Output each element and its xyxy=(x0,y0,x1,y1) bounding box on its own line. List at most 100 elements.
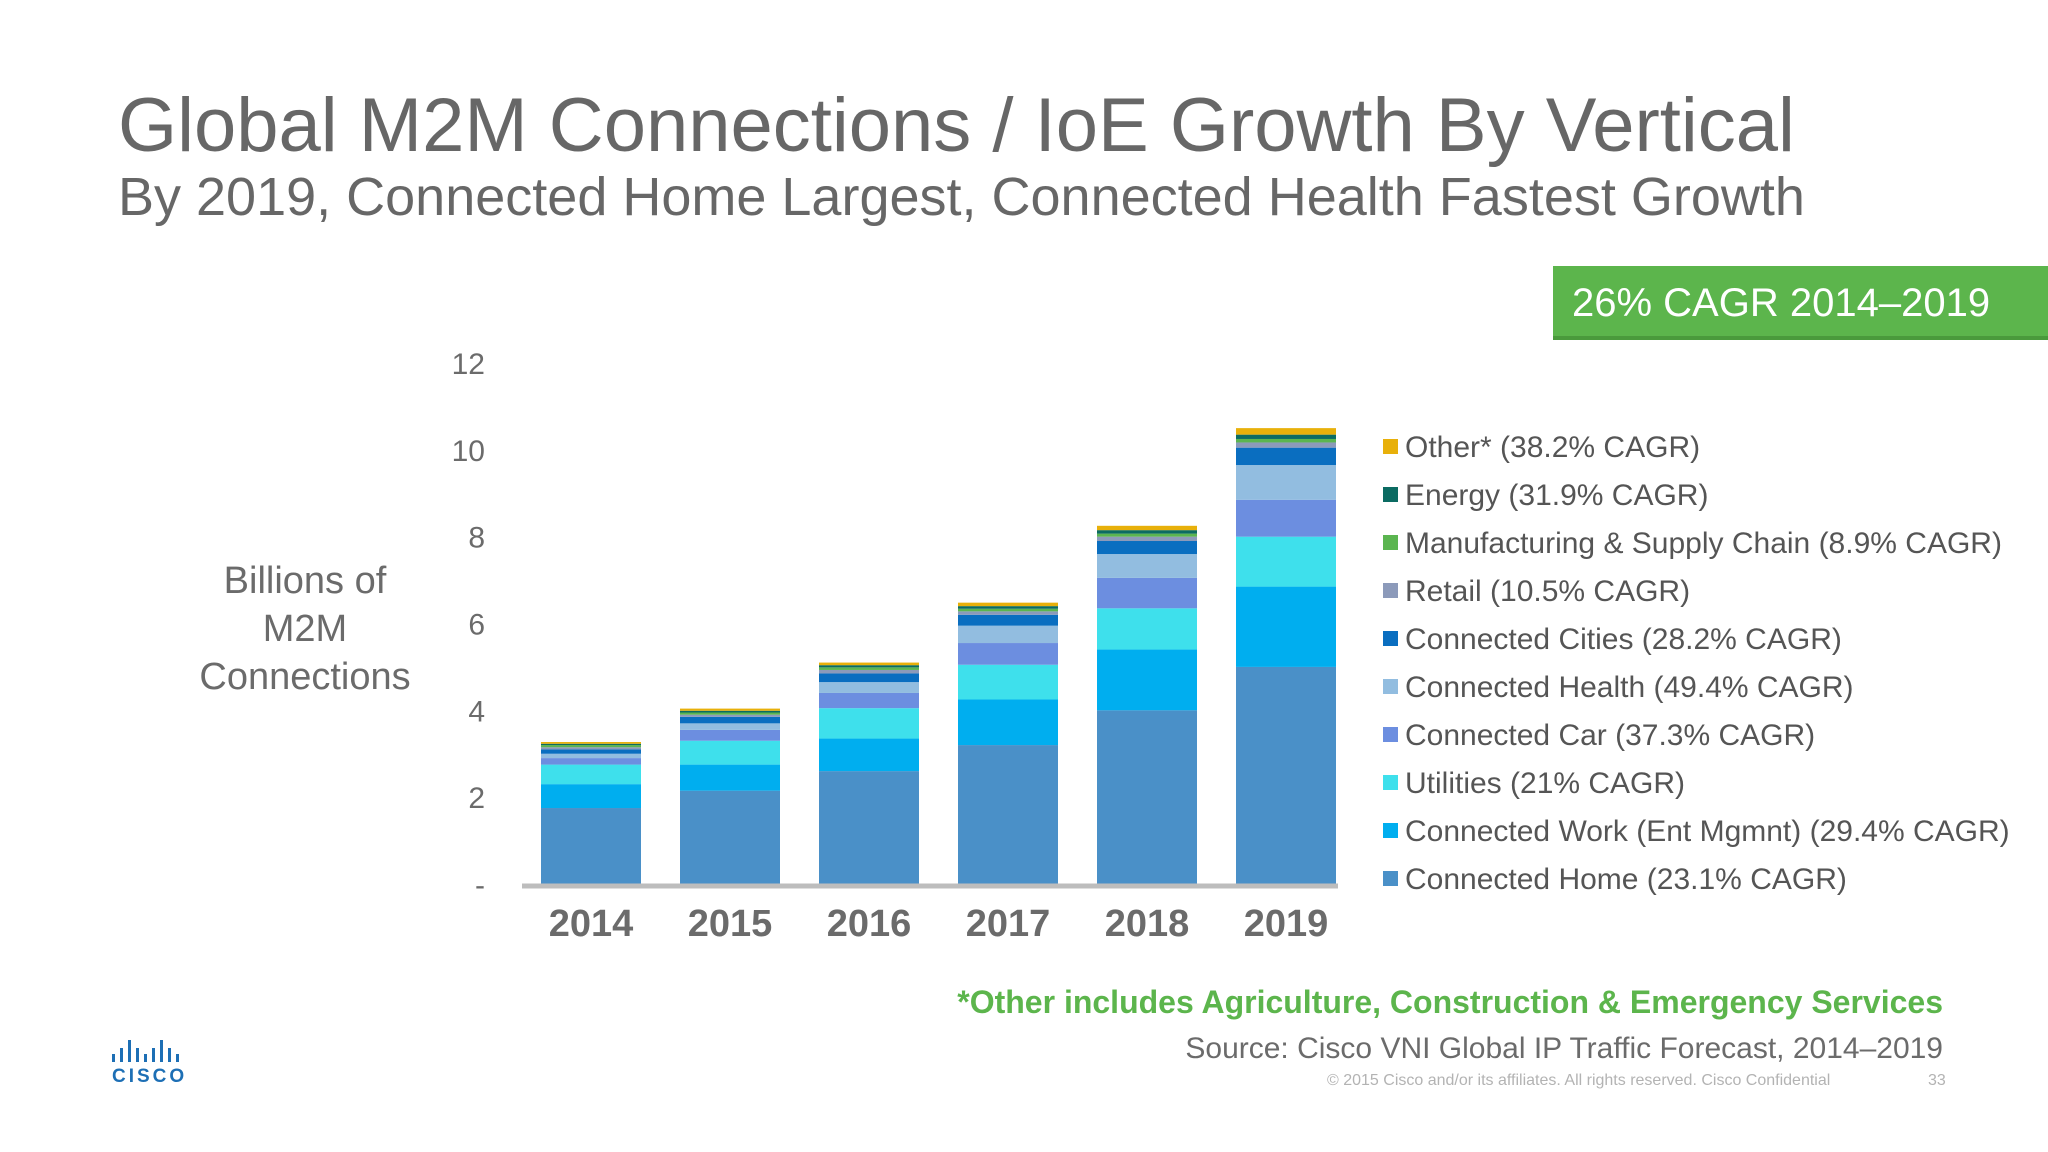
legend-swatch xyxy=(1383,439,1398,454)
bar-segment xyxy=(819,667,919,670)
bar-segment xyxy=(541,743,641,746)
y-axis-label: Connections xyxy=(199,656,410,698)
bar-segment xyxy=(819,665,919,668)
y-axis-label: M2M xyxy=(263,608,347,650)
bar-segment xyxy=(541,784,641,809)
bar-segment xyxy=(541,742,641,744)
bar-segment xyxy=(680,714,780,717)
bar-segment xyxy=(1097,554,1197,578)
bar-segment xyxy=(1097,536,1197,542)
bar-segment xyxy=(1236,447,1336,466)
bar-segment xyxy=(1236,434,1336,439)
bar-segment xyxy=(541,749,641,754)
bar-segment xyxy=(541,758,641,765)
y-tick-label: - xyxy=(475,869,485,902)
legend-swatch xyxy=(1383,871,1398,886)
cagr-badge: 26% CAGR 2014–2019 xyxy=(1553,266,2048,340)
slide-subtitle: By 2019, Connected Home Largest, Connect… xyxy=(118,167,1805,227)
bar-segment xyxy=(958,614,1058,626)
bar-segment xyxy=(819,692,919,709)
bar-segment xyxy=(541,753,641,759)
bar-segment xyxy=(958,606,1058,609)
y-tick-label: 4 xyxy=(468,695,485,728)
bar-segment xyxy=(1236,465,1336,500)
x-tick-label: 2019 xyxy=(1244,903,1329,945)
legend-swatch xyxy=(1383,823,1398,838)
bar-segment xyxy=(1236,666,1336,884)
bar-segment xyxy=(1097,533,1197,537)
bar-segment xyxy=(680,764,780,791)
bar-segment xyxy=(541,745,641,748)
y-axis-label: Billions of xyxy=(224,560,387,602)
bar-segment xyxy=(680,708,780,711)
cisco-logo: CISCO xyxy=(112,1040,202,1090)
footnote: *Other includes Agriculture, Constructio… xyxy=(957,984,1943,1020)
source-note: Source: Cisco VNI Global IP Traffic Fore… xyxy=(1185,1032,1943,1065)
bar-segment xyxy=(1097,577,1197,609)
y-tick-label: 2 xyxy=(468,782,485,815)
legend-swatch xyxy=(1383,631,1398,646)
bar-segment xyxy=(1097,710,1197,884)
bar-segment xyxy=(680,710,780,713)
legend-label: Other* (38.2% CAGR) xyxy=(1405,431,1700,464)
bar-segment xyxy=(680,716,780,724)
bar-segment xyxy=(1097,530,1197,534)
y-tick-label: 12 xyxy=(452,348,485,381)
bar-segment xyxy=(819,738,919,772)
bar-segment xyxy=(958,643,1058,665)
legend-swatch xyxy=(1383,775,1398,790)
bar-segment xyxy=(958,611,1058,615)
legend-swatch xyxy=(1383,679,1398,694)
bar-segment xyxy=(680,790,780,884)
bar-segment xyxy=(1236,499,1336,537)
bar-segment xyxy=(1236,428,1336,435)
bar-segment xyxy=(1097,608,1197,650)
legend-swatch xyxy=(1383,535,1398,550)
y-tick-label: 10 xyxy=(452,435,485,468)
copyright-notice: © 2015 Cisco and/or its affiliates. All … xyxy=(1327,1072,1831,1089)
legend-label: Retail (10.5% CAGR) xyxy=(1405,575,1690,608)
legend-swatch xyxy=(1383,487,1398,502)
bar-segment xyxy=(1236,442,1336,448)
legend-label: Connected Work (Ent Mgmnt) (29.4% CAGR) xyxy=(1405,815,2010,848)
x-tick-label: 2014 xyxy=(549,903,634,945)
bar-segment xyxy=(680,740,780,765)
bar-segment xyxy=(819,662,919,666)
bar-segment xyxy=(680,723,780,730)
legend-swatch xyxy=(1383,727,1398,742)
x-tick-label: 2015 xyxy=(688,903,773,945)
bar-segment xyxy=(819,673,919,683)
bar-segment xyxy=(541,747,641,750)
y-tick-label: 6 xyxy=(468,609,485,642)
stacked-bar-chart: - 2 4 6 8 10 12 Billions of M2M Connections 2014 20… xyxy=(199,348,2010,945)
x-tick-label: 2016 xyxy=(827,903,912,945)
legend-swatch xyxy=(1383,583,1398,598)
bar-segment xyxy=(819,771,919,884)
bar-segment xyxy=(958,602,1058,607)
cisco-logo-text: CISCO xyxy=(112,1066,188,1087)
bar-segment xyxy=(958,745,1058,884)
bar-segment xyxy=(819,669,919,674)
bar-segment xyxy=(680,729,780,741)
bar-segment xyxy=(1236,438,1336,443)
bar-segment xyxy=(958,664,1058,700)
bar-segment xyxy=(958,699,1058,746)
bar-segment xyxy=(1097,525,1197,531)
bar-segment xyxy=(1097,649,1197,711)
legend-label: Connected Car (37.3% CAGR) xyxy=(1405,719,1815,752)
x-tick-label: 2018 xyxy=(1105,903,1190,945)
bar-segment xyxy=(819,682,919,693)
bar-segment xyxy=(819,708,919,739)
legend-label: Connected Health (49.4% CAGR) xyxy=(1405,671,1854,704)
y-tick-label: 8 xyxy=(468,522,485,555)
legend-label: Manufacturing & Supply Chain (8.9% CAGR) xyxy=(1405,527,2002,560)
x-tick-label: 2017 xyxy=(966,903,1051,945)
legend-label: Connected Home (23.1% CAGR) xyxy=(1405,863,1847,896)
bar-segment xyxy=(1097,541,1197,555)
legend-label: Utilities (21% CAGR) xyxy=(1405,767,1685,800)
legend-label: Connected Cities (28.2% CAGR) xyxy=(1405,623,1842,656)
cisco-logo-bars xyxy=(112,1040,202,1062)
legend-label: Energy (31.9% CAGR) xyxy=(1405,479,1708,512)
slide-title: Global M2M Connections / IoE Growth By V… xyxy=(118,83,1795,168)
bar-segment xyxy=(541,808,641,884)
